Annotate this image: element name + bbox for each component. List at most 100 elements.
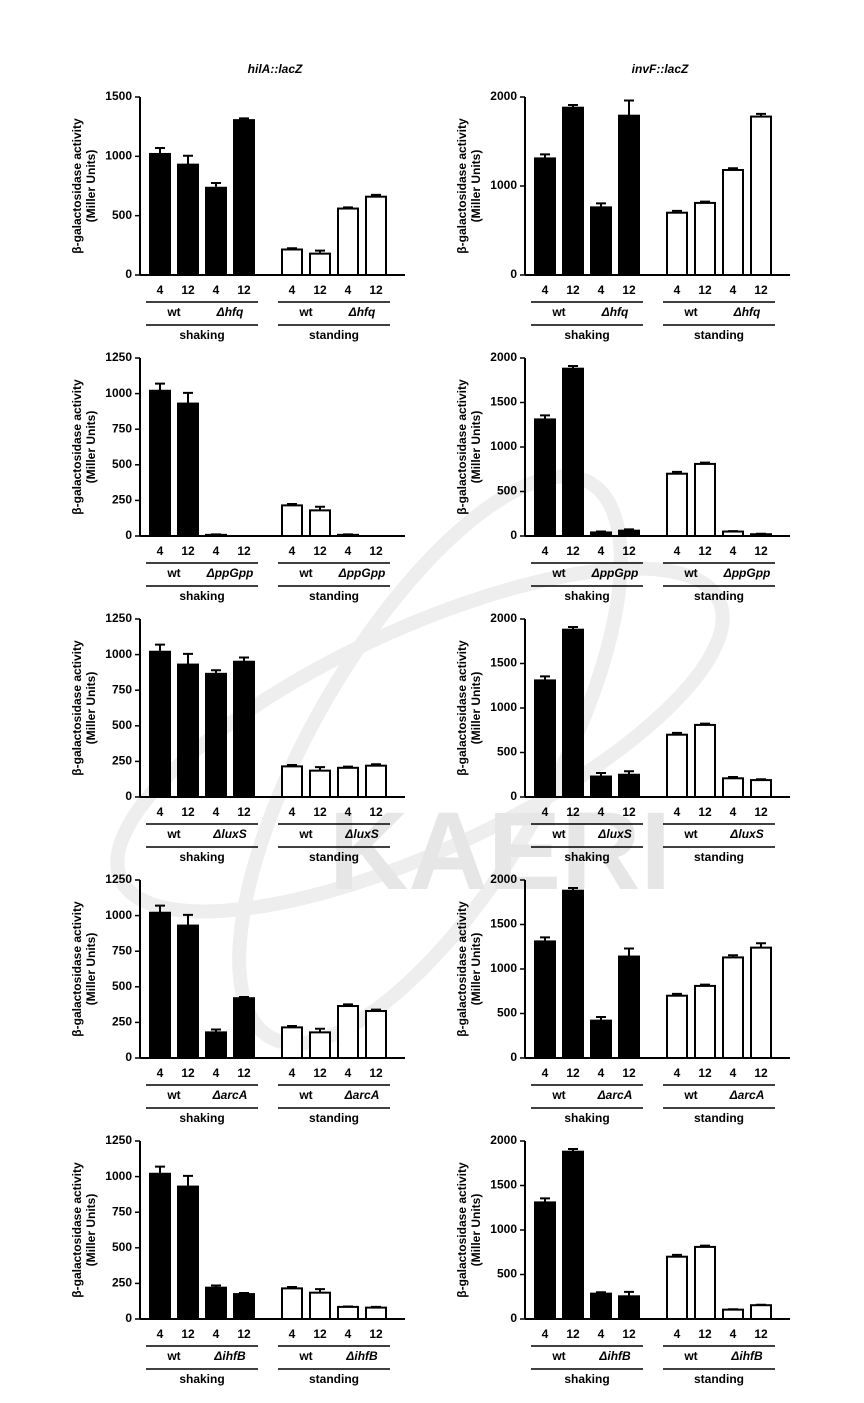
error-bar <box>700 1244 710 1247</box>
y-axis-label: β-galactosidase activity <box>70 901 84 1037</box>
x-tick-label: 12 <box>754 1327 768 1341</box>
bar <box>722 168 744 276</box>
x-tick-label: 12 <box>237 544 251 558</box>
group-label: wt <box>166 566 180 580</box>
x-tick-label: 12 <box>313 283 327 297</box>
error-bar <box>183 1174 193 1187</box>
group-label: wt <box>551 1349 565 1363</box>
y-tick-label: 1500 <box>490 1178 517 1192</box>
x-tick-label: 12 <box>698 544 712 558</box>
y-axis-label: β-galactosidase activity <box>70 379 84 515</box>
error-bar <box>211 1284 221 1288</box>
x-tick-label: 12 <box>181 805 195 819</box>
bar <box>590 1019 612 1059</box>
bar <box>534 679 556 798</box>
bar <box>562 628 584 798</box>
error-bar <box>700 983 710 986</box>
group-label: Δhfq <box>733 305 761 319</box>
y-tick-label: 2000 <box>490 89 517 103</box>
error-bar <box>624 947 634 957</box>
x-tick-label: 4 <box>674 544 681 558</box>
error-bar <box>239 656 249 662</box>
x-tick-label: 12 <box>622 544 636 558</box>
y-tick-label: 1250 <box>105 611 132 625</box>
bar <box>149 650 171 799</box>
group-label: wt <box>683 1349 697 1363</box>
x-tick-label: 4 <box>730 544 737 558</box>
y-tick-label: 500 <box>112 718 132 732</box>
y-tick-label: 750 <box>112 682 132 696</box>
error-bar <box>155 643 165 652</box>
x-tick-label: 4 <box>542 544 549 558</box>
x-tick-label: 12 <box>698 805 712 819</box>
x-tick-label: 4 <box>289 1327 296 1341</box>
group-label: ΔppGpp <box>591 566 639 580</box>
condition-label: shaking <box>564 850 609 864</box>
condition-label: standing <box>309 1372 359 1386</box>
condition-label: standing <box>694 850 744 864</box>
error-bar <box>239 117 249 121</box>
condition-label: shaking <box>564 328 609 342</box>
bar <box>309 509 331 538</box>
x-tick-label: 12 <box>369 805 383 819</box>
x-tick-label: 4 <box>157 1066 164 1080</box>
x-tick-label: 12 <box>181 1066 195 1080</box>
y-tick-label: 1500 <box>490 917 517 931</box>
x-tick-label: 4 <box>213 1066 220 1080</box>
error-bar <box>155 904 165 913</box>
y-tick-label: 2000 <box>490 611 517 625</box>
group-label: ΔluxS <box>729 827 763 841</box>
error-bar <box>672 470 682 474</box>
bar <box>233 997 255 1060</box>
group-label: ΔluxS <box>597 827 631 841</box>
bar <box>666 211 688 276</box>
bar <box>233 660 255 798</box>
group-label: wt <box>298 1349 312 1363</box>
error-bar <box>211 1028 221 1033</box>
x-tick-label: 12 <box>237 283 251 297</box>
x-tick-label: 4 <box>674 805 681 819</box>
y-tick-label: 500 <box>112 979 132 993</box>
x-tick-label: 4 <box>730 283 737 297</box>
x-tick-label: 4 <box>598 544 605 558</box>
y-axis-label: β-galactosidase activity <box>455 118 469 254</box>
y-tick-label: 1000 <box>105 149 132 163</box>
y-tick-label: 1000 <box>105 386 132 400</box>
group-label: Δhfq <box>216 305 244 319</box>
group-label: wt <box>298 566 312 580</box>
error-bar <box>728 954 738 958</box>
y-tick-label: 0 <box>125 1311 132 1325</box>
bar <box>694 462 716 537</box>
x-tick-label: 4 <box>213 805 220 819</box>
x-tick-label: 4 <box>542 1327 549 1341</box>
group-label: ΔarcA <box>597 1088 633 1102</box>
bar <box>694 1245 716 1321</box>
bar <box>309 769 331 799</box>
group-label: wt <box>551 1088 565 1102</box>
chart-panel: β-galactosidase activity (Miller Units) 0 5… <box>455 350 790 603</box>
error-bar <box>568 887 578 891</box>
x-tick-label: 4 <box>542 1066 549 1080</box>
y-tick-label: 2000 <box>490 872 517 886</box>
bar <box>722 956 744 1059</box>
y-tick-label: 250 <box>112 493 132 507</box>
x-tick-label: 4 <box>598 805 605 819</box>
y-tick-label: 750 <box>112 421 132 435</box>
chart-panel: β-galactosidase activity (Miller Units) 0 2… <box>70 1133 405 1386</box>
x-tick-label: 12 <box>622 1327 636 1341</box>
error-bar <box>183 652 193 665</box>
y-tick-label: 500 <box>497 484 517 498</box>
x-tick-label: 4 <box>289 805 296 819</box>
bar <box>281 1026 303 1060</box>
y-tick-label: 0 <box>125 1050 132 1064</box>
x-tick-label: 4 <box>542 283 549 297</box>
chart-panel: β-galactosidase activity (Miller Units) 0 2… <box>70 872 405 1125</box>
y-tick-label: 2000 <box>490 350 517 364</box>
group-label: wt <box>298 827 312 841</box>
y-tick-label: 750 <box>112 1204 132 1218</box>
x-tick-label: 4 <box>730 1066 737 1080</box>
condition-label: standing <box>694 1372 744 1386</box>
error-bar <box>596 1291 606 1294</box>
group-label: wt <box>166 1088 180 1102</box>
condition-label: standing <box>309 589 359 603</box>
